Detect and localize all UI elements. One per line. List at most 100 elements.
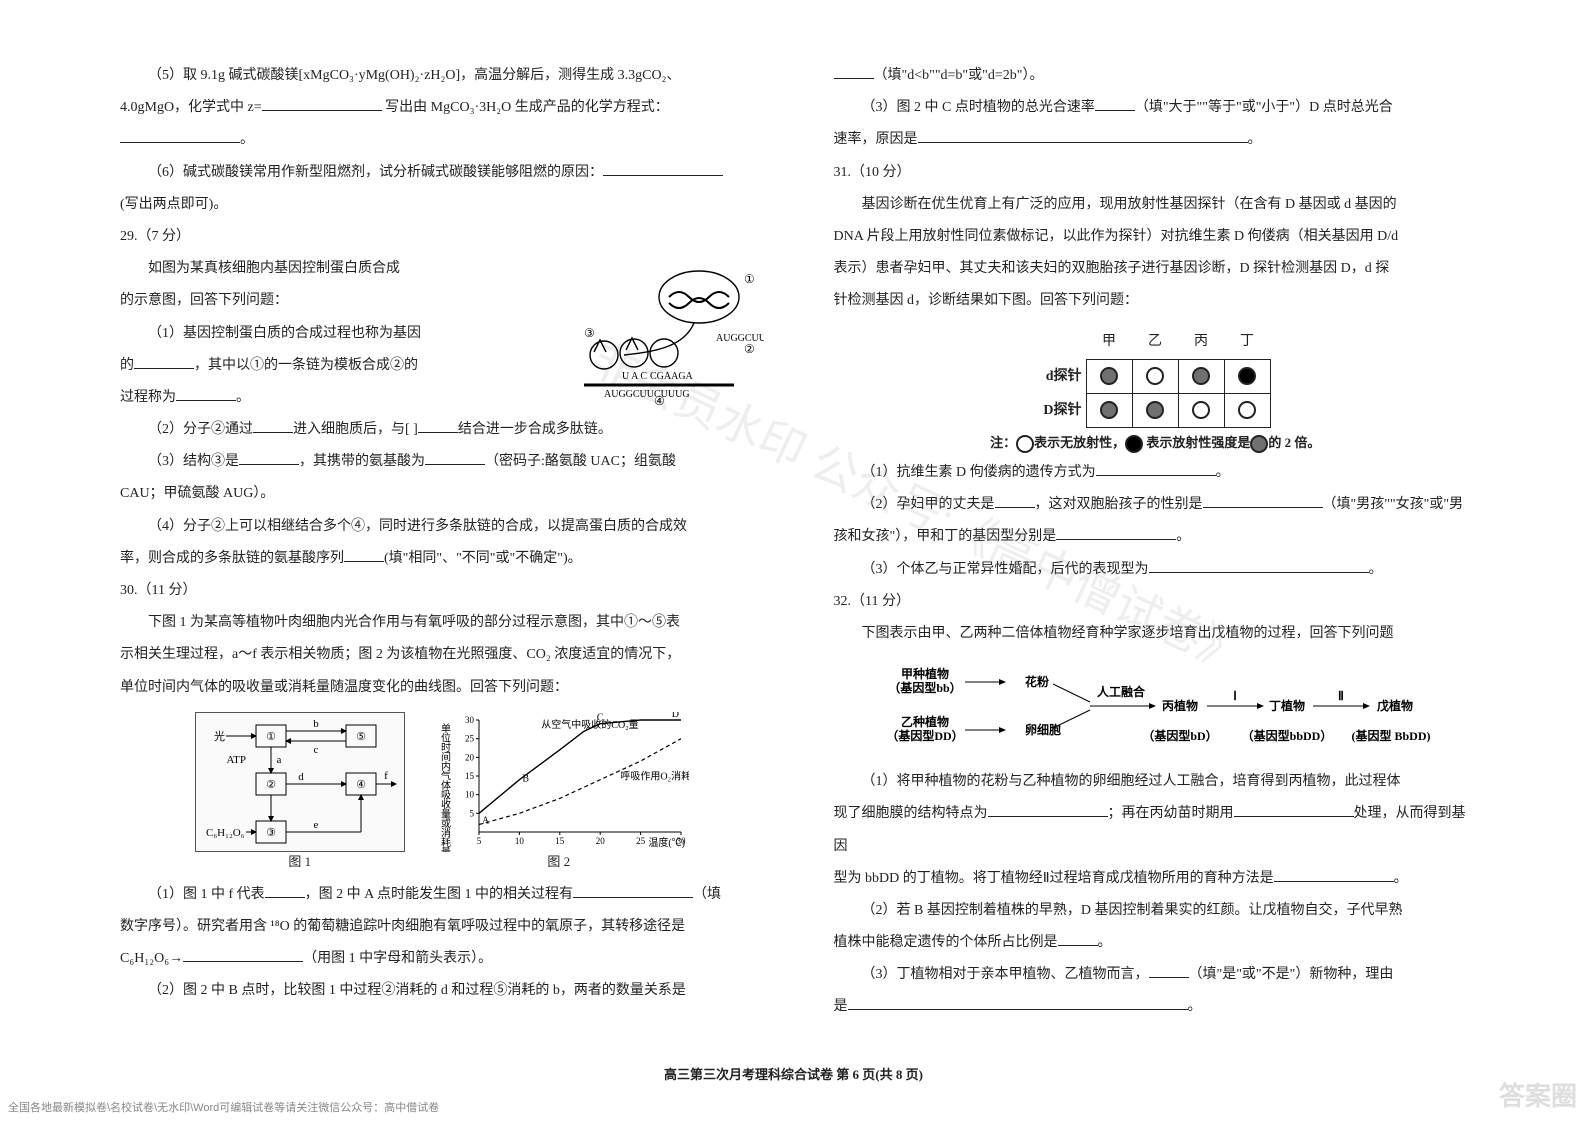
left-column: （5）取 9.1g 碱式碳酸镁[xMgCO₃·yMg(OH)₂·zH₂O]，高温… bbox=[120, 60, 764, 1030]
blank bbox=[262, 96, 382, 111]
q29-3: （3）结构③是，其携带的氨基酸为（密码子:酪氨酸 UAC；组氨酸 bbox=[120, 446, 764, 478]
txt: （填"d<b""d=b"或"d=2b"）。 bbox=[874, 68, 1044, 83]
svg-text:丁植物: 丁植物 bbox=[1269, 698, 1305, 713]
svg-text:ATP: ATP bbox=[226, 754, 246, 766]
q30-num: 30.（11 分） bbox=[120, 575, 764, 607]
txt: 率，则合成的多条肽链的氨基酸序列 bbox=[120, 551, 344, 566]
svg-text:B: B bbox=[522, 773, 529, 784]
svg-text:U A C: U A C bbox=[622, 371, 647, 382]
blank bbox=[918, 128, 1248, 143]
txt: （填"大于""等于"或"小于"）D 点时总光合 bbox=[1135, 100, 1393, 115]
q32-3c: 是。 bbox=[834, 991, 1478, 1023]
blank bbox=[988, 802, 1108, 817]
blank bbox=[134, 353, 194, 368]
q30-a3: 单位时间内气体的吸收量或消耗量随温度变化的曲线图。回答下列问题： bbox=[120, 672, 764, 704]
svg-text:③: ③ bbox=[584, 326, 595, 340]
blank bbox=[418, 418, 458, 433]
q32-3: （3）丁植物相对于亲本甲植物、乙植物而言，（填"是"或"不是"）新物种，理由 bbox=[834, 959, 1478, 991]
blank bbox=[239, 450, 299, 465]
fig2-caption: 图 2 bbox=[429, 854, 689, 871]
svg-text:（基因型bbDD）: （基因型bbDD） bbox=[1242, 728, 1333, 743]
svg-text:光: 光 bbox=[214, 729, 225, 743]
txt: 是 bbox=[834, 999, 848, 1014]
q28-6b: (写出两点即可)。 bbox=[120, 189, 764, 221]
blank bbox=[1095, 96, 1135, 111]
svg-text:CGAAGA: CGAAGA bbox=[650, 371, 694, 382]
svg-text:③: ③ bbox=[266, 827, 276, 839]
txt: 过程称为 bbox=[120, 390, 176, 405]
svg-text:④: ④ bbox=[654, 394, 665, 407]
flow-diagram: 甲种植物（基因型bb）花粉乙种植物（基因型DD）卵细胞人工融合丙植物（基因型bD… bbox=[834, 658, 1478, 758]
fig1: ① ② ③ ⑤ ④ b c ATPa d bbox=[195, 712, 405, 852]
circle-empty-icon bbox=[1016, 435, 1034, 453]
q32-2a: （2）若 B 基因控制着植株的早熟，D 基因控制着果实的红颜。让戊植物自交，子代… bbox=[834, 895, 1478, 927]
txt: （1）抗维生素 D 佝偻病的遗传方式为 bbox=[862, 465, 1096, 480]
blank bbox=[995, 493, 1035, 508]
blank bbox=[1056, 525, 1176, 540]
txt: （密码子:酪氨酸 UAC；组氨酸 bbox=[485, 454, 676, 469]
txt: 结合进一步合成多肽链。 bbox=[458, 422, 612, 437]
txt: （用图 1 中字母和箭头表示）。 bbox=[303, 951, 492, 966]
fig1-caption: 图 1 bbox=[195, 854, 405, 871]
svg-text:人工融合: 人工融合 bbox=[1097, 684, 1146, 699]
q31-a4: 针检测基因 d，诊断结果如下图。回答下列问题： bbox=[834, 285, 1478, 317]
svg-text:花粉: 花粉 bbox=[1025, 674, 1049, 689]
svg-text:d: d bbox=[298, 771, 304, 783]
txt: （1）图 1 中 f 代表 bbox=[148, 887, 265, 902]
txt: （填 bbox=[693, 887, 721, 902]
txt: （3）结构③是 bbox=[148, 454, 239, 469]
blank bbox=[1096, 461, 1216, 476]
svg-text:②: ② bbox=[744, 342, 755, 356]
txt: （3）图 2 中 C 点时植物的总光合速率 bbox=[862, 100, 1095, 115]
txt: （6）碱式碳酸镁常用作新型阻燃剂，试分析碱式碳酸镁能够阻燃的原因： bbox=[148, 165, 603, 180]
txt: 写出由 MgCO₃·3H₂O 生成产品的化学方程式： bbox=[385, 100, 669, 115]
txt: （3）丁植物相对于亲本甲植物、乙植物而言， bbox=[862, 967, 1149, 982]
svg-text:⑤: ⑤ bbox=[356, 731, 366, 743]
blank bbox=[176, 385, 236, 400]
svg-text:C₆H₁₂O₆: C₆H₁₂O₆ bbox=[206, 827, 245, 839]
txt: （填"男孩""女孩"或"男 bbox=[1323, 497, 1464, 512]
q32-1b: 现了细胞膜的结构特点为；再在丙幼苗时期用处理，从而得到基因 bbox=[834, 798, 1478, 862]
txt: （2）分子②通过 bbox=[148, 422, 253, 437]
txt: ；再在丙幼苗时期用 bbox=[1108, 806, 1234, 821]
q29-2: （2）分子②通过进入细胞质后，与[ ]结合进一步合成多肽链。 bbox=[120, 414, 764, 446]
circle-grey-icon bbox=[1250, 435, 1268, 453]
txt: 植株中能稳定遗传的个体所占比例是 bbox=[834, 935, 1058, 950]
svg-text:A: A bbox=[482, 815, 490, 826]
q31-num: 31.（10 分） bbox=[834, 157, 1478, 189]
blank bbox=[1274, 866, 1394, 881]
blank bbox=[1203, 493, 1323, 508]
fig-q29: ① AUGGCUUCUUUG ② ③ U A C CGAAGA AUGGCUUC… bbox=[544, 257, 764, 407]
svg-text:15: 15 bbox=[465, 771, 475, 781]
txt: 的 bbox=[120, 358, 134, 373]
q28-6: （6）碱式碳酸镁常用作新型阻燃剂，试分析碱式碳酸镁能够阻燃的原因： bbox=[120, 157, 764, 189]
blank bbox=[344, 546, 384, 561]
svg-text:15: 15 bbox=[555, 836, 565, 846]
svg-text:卵细胞: 卵细胞 bbox=[1025, 722, 1061, 737]
svg-text:①: ① bbox=[744, 272, 755, 286]
q31-2: （2）孕妇甲的丈夫是，这对双胞胎孩子的性别是（填"男孩""女孩"或"男 bbox=[834, 489, 1478, 521]
txt: （3）个体乙与正常异性婚配，后代的表现型为 bbox=[862, 562, 1149, 577]
svg-text:30: 30 bbox=[465, 715, 475, 725]
probe-table: 甲乙丙丁d探针D探针 bbox=[1040, 326, 1271, 429]
svg-text:20: 20 bbox=[465, 752, 475, 762]
blank bbox=[848, 995, 1188, 1010]
svg-text:Ⅱ: Ⅱ bbox=[1338, 689, 1344, 703]
fig1-fig2-wrap: ① ② ③ ⑤ ④ b c ATPa d bbox=[120, 712, 764, 871]
circle-black-icon bbox=[1125, 435, 1143, 453]
svg-text:（基因型bb）: （基因型bb） bbox=[889, 680, 962, 695]
svg-text:25: 25 bbox=[465, 733, 475, 743]
svg-text:AUGGCUUCUUUG: AUGGCUUCUUUG bbox=[716, 333, 764, 344]
q31-a3: 表示）患者孕妇甲、其丈夫和该夫妇的双胞胎孩子进行基因诊断，D 探针检测基因 D，… bbox=[834, 253, 1478, 285]
q30-a: 下图 1 为某高等植物叶肉细胞内光合作用与有氧呼吸的部分过程示意图，其中①～⑤表 bbox=[120, 607, 764, 639]
q29-4: （4）分子②上可以相继结合多个④，同时进行多条肽链的合成，以提高蛋白质的合成效 bbox=[120, 511, 764, 543]
fig2-container: 5101520253051015202530ABCD从空气中吸收的CO₂量呼吸作… bbox=[429, 712, 689, 871]
page-columns: （5）取 9.1g 碱式碳酸镁[xMgCO₃·yMg(OH)₂·zH₂O]，高温… bbox=[0, 0, 1587, 1060]
svg-text:Ⅰ: Ⅰ bbox=[1233, 689, 1237, 703]
blank bbox=[603, 160, 723, 175]
q32-1a: （1）将甲种植物的花粉与乙种植物的卵细胞经过人工融合，培育得到丙植物，此过程体 bbox=[834, 766, 1478, 798]
svg-text:c: c bbox=[313, 744, 318, 756]
q29-3d: CAU；甲硫氨酸 AUG）。 bbox=[120, 478, 764, 510]
q28-5b: 4.0gMgO，化学式中 z= 写出由 MgCO₃·3H₂O 生成产品的化学方程… bbox=[120, 92, 764, 124]
svg-text:丙植物: 丙植物 bbox=[1162, 698, 1198, 713]
